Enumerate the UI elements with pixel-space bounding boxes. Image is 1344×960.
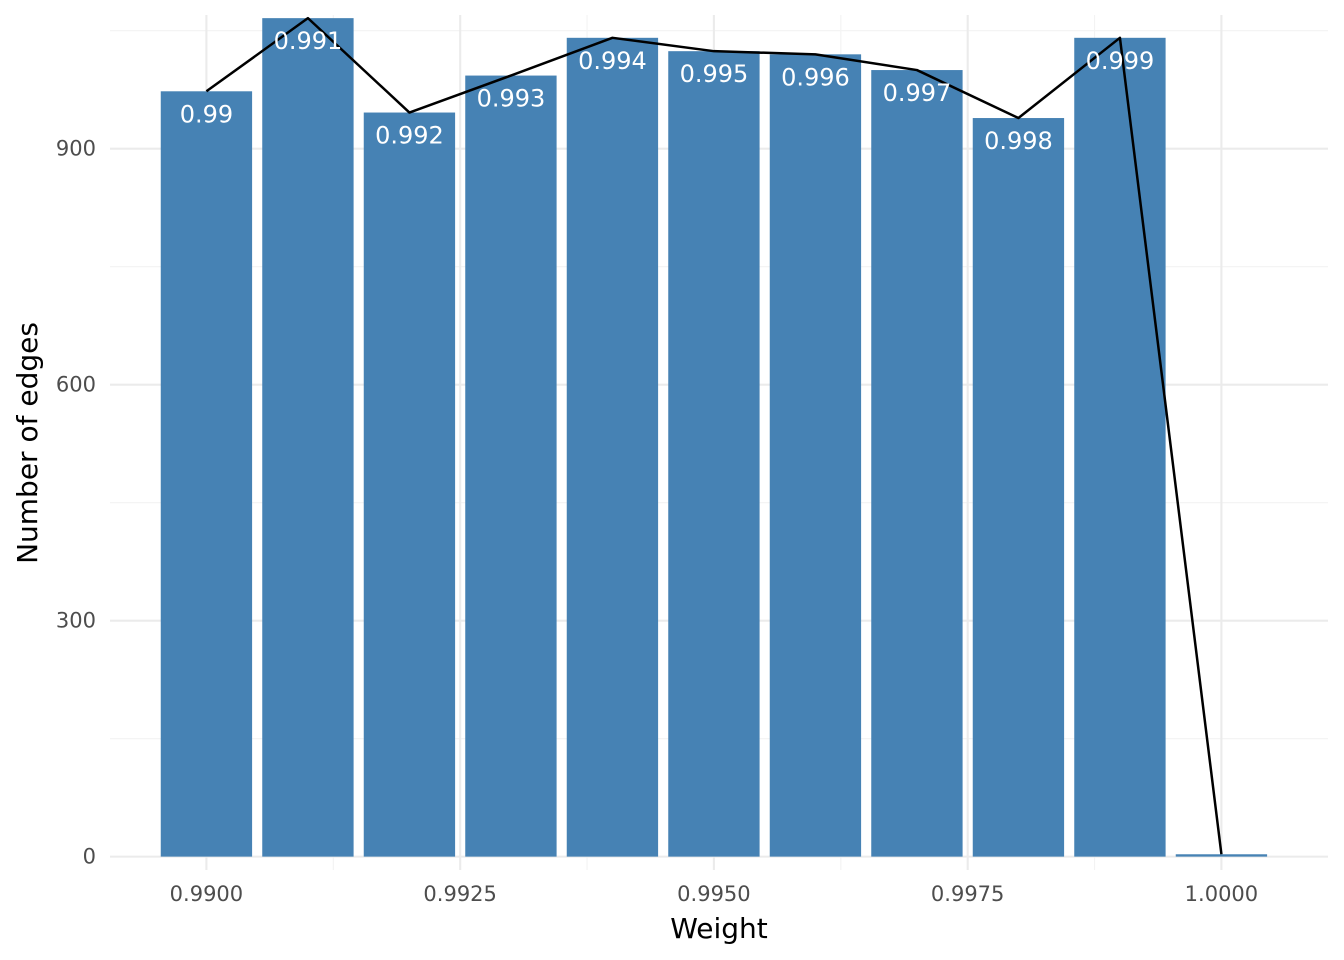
y-tick-label: 900 (56, 137, 96, 161)
bar-label-8: 0.998 (984, 127, 1053, 155)
bar-label-4: 0.994 (578, 47, 647, 75)
bar-7 (871, 70, 963, 857)
bar-0 (160, 91, 253, 857)
bar-label-0: 0.99 (180, 100, 233, 128)
y-axis-title: Number of edges (11, 322, 44, 564)
trend-line (205, 16, 1223, 855)
bar-9 (1074, 37, 1166, 857)
y-axis-ticks: 0 300 600 900 (56, 137, 96, 869)
y-tick-label: 300 (56, 609, 96, 633)
bar-3 (465, 75, 557, 857)
bar-6 (769, 54, 862, 857)
bar-label-7: 0.997 (883, 79, 952, 107)
x-tick-label: 0.9900 (170, 882, 243, 906)
bar-label-6: 0.996 (781, 63, 850, 91)
bars (160, 18, 1268, 857)
bar-label-3: 0.993 (477, 85, 546, 113)
bar-5 (668, 51, 760, 857)
x-axis-ticks: 0.9900 0.9925 0.9950 0.9975 1.0000 (170, 882, 1258, 906)
bar-label-5: 0.995 (680, 60, 749, 88)
x-axis-title: Weight (670, 912, 768, 945)
bar-4 (566, 37, 659, 857)
bar-1 (262, 18, 354, 857)
bar-10 (1175, 854, 1268, 857)
y-tick-label: 0 (83, 845, 96, 869)
x-tick-label: 0.9950 (677, 882, 750, 906)
bar-label-1: 0.991 (274, 27, 343, 55)
bar-label-9: 0.999 (1086, 47, 1155, 75)
bar-8 (972, 118, 1065, 857)
x-tick-label: 0.9975 (931, 882, 1004, 906)
x-tick-label: 0.9925 (423, 882, 496, 906)
trend-line-path (205, 16, 1223, 855)
x-tick-label: 1.0000 (1185, 882, 1258, 906)
bar-2 (363, 112, 456, 857)
bar-label-2: 0.992 (375, 122, 444, 150)
bar-labels: 0.99 0.991 0.992 0.993 0.994 0.995 0.996 0.997 0… (180, 27, 1155, 155)
y-tick-label: 600 (56, 373, 96, 397)
